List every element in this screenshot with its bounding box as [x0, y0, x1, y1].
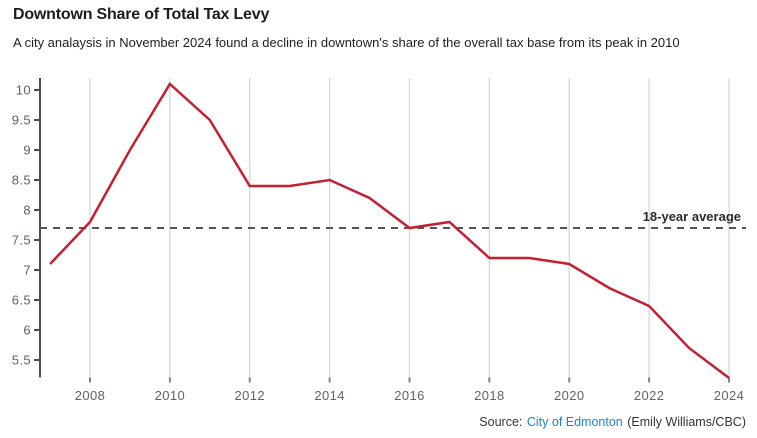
average-line-label: 18-year average: [643, 209, 741, 224]
y-tick-label-8.5: 8.5: [12, 173, 31, 188]
source-credit: (Emily Williams/CBC): [627, 415, 746, 429]
x-axis-labels: 2008 2010 2012 2014 2016 2018 2020 2022 2024: [75, 388, 745, 403]
y-tick-label-7: 7: [23, 263, 31, 278]
y-tick-label-9: 9: [23, 143, 31, 158]
y-tick-label-8: 8: [23, 203, 31, 218]
x-tick-label-2022: 2022: [634, 388, 665, 403]
y-tick-label-7.5: 7.5: [12, 233, 31, 248]
x-tick-label-2016: 2016: [394, 388, 425, 403]
x-tick-label-2012: 2012: [234, 388, 265, 403]
x-tick-label-2020: 2020: [554, 388, 585, 403]
y-tick-label-10: 10: [16, 83, 31, 98]
gridlines: [89, 78, 730, 383]
tax-levy-line: [49, 82, 730, 379]
x-tick-label-2014: 2014: [314, 388, 345, 403]
y-tick-label-5.5: 5.5: [12, 353, 31, 368]
x-tick-label-2024: 2024: [714, 388, 745, 403]
x-tick-label-2008: 2008: [75, 388, 106, 403]
source-link[interactable]: City of Edmonton: [526, 415, 623, 429]
y-tick-label-9.5: 9.5: [12, 113, 31, 128]
x-tick-label-2018: 2018: [474, 388, 505, 403]
source-prefix: Source:: [479, 415, 523, 429]
chart-title: Downtown Share of Total Tax Levy: [13, 6, 270, 23]
x-tick-label-2010: 2010: [155, 388, 186, 403]
y-tick-label-6: 6: [23, 323, 31, 338]
source-attribution: Source: City of Edmonton (Emily Williams…: [479, 415, 746, 429]
chart-subtitle: A city analaysis in November 2024 found …: [13, 35, 680, 50]
y-tick-label-6.5: 6.5: [12, 293, 31, 308]
y-axis: 5.5 6 6.5 7 7.5 8 8.5 9 9.5 10: [12, 78, 41, 378]
